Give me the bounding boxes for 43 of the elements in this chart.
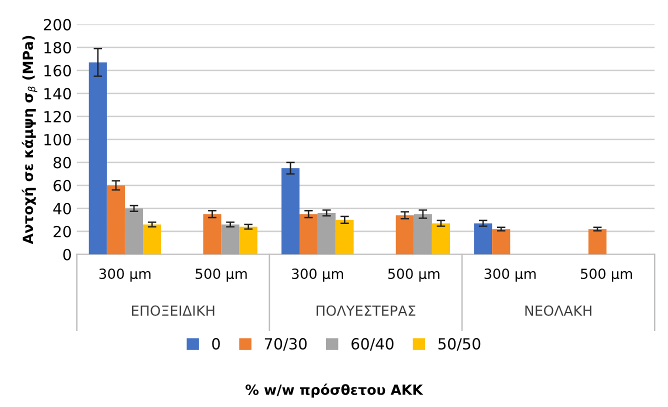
bar [300,214,318,254]
bar [239,226,258,254]
y-tick-label: 100 [44,134,71,146]
y-tick-label: 40 [53,202,71,214]
bar [143,224,162,254]
text: ΠΟΛΥΕΣΤΕΡΑΣ [316,305,416,316]
y-tick-label: 180 [44,42,71,54]
bar [318,212,336,254]
y-tick-label: 20 [54,226,71,238]
text: % w/w πρόσθετου ΑΚΚ [246,384,424,398]
bar [396,215,414,254]
x-tick-label: 300 μm [292,268,344,282]
x-tick-label: 300 μm [99,268,150,282]
bar [474,223,492,254]
bar [203,214,222,254]
x-tick-label: 300 μm [484,268,536,282]
legend-label: 50/50 [438,338,480,351]
bar [414,214,432,254]
text: ΝΕΟΛΑΚΗ [525,305,592,316]
legend-label: 60/40 [352,338,394,351]
x-tick-label: 500 μm [580,268,632,282]
x-tick-label: 500 μm [196,268,247,282]
bar [124,208,144,254]
bar [221,224,240,254]
y-tick-label: 160 [44,64,71,76]
bar [432,223,450,254]
text: ΕΠΟΞΕΙΔΙΚΗ [132,305,214,316]
x-tick-label: 500 μm [388,268,440,282]
y-tick-label: 0 [63,248,71,260]
legend-label: 0 [212,338,220,350]
bar [281,168,300,254]
y-tick-label: 120 [44,110,71,122]
legend-label: 70/30 [264,338,307,351]
bar [106,185,125,254]
bar [88,62,107,254]
bar [588,229,606,254]
y-tick-label: 80 [54,156,71,168]
y-axis-title: Αντοχή σε κάμψη σ$_{β}$ (MPa) [22,36,38,244]
y-tick-label: 140 [44,88,71,100]
y-tick-label: 200 [44,18,71,30]
bar [336,220,354,254]
y-tick-label: 60 [54,180,71,192]
bar [492,229,510,254]
